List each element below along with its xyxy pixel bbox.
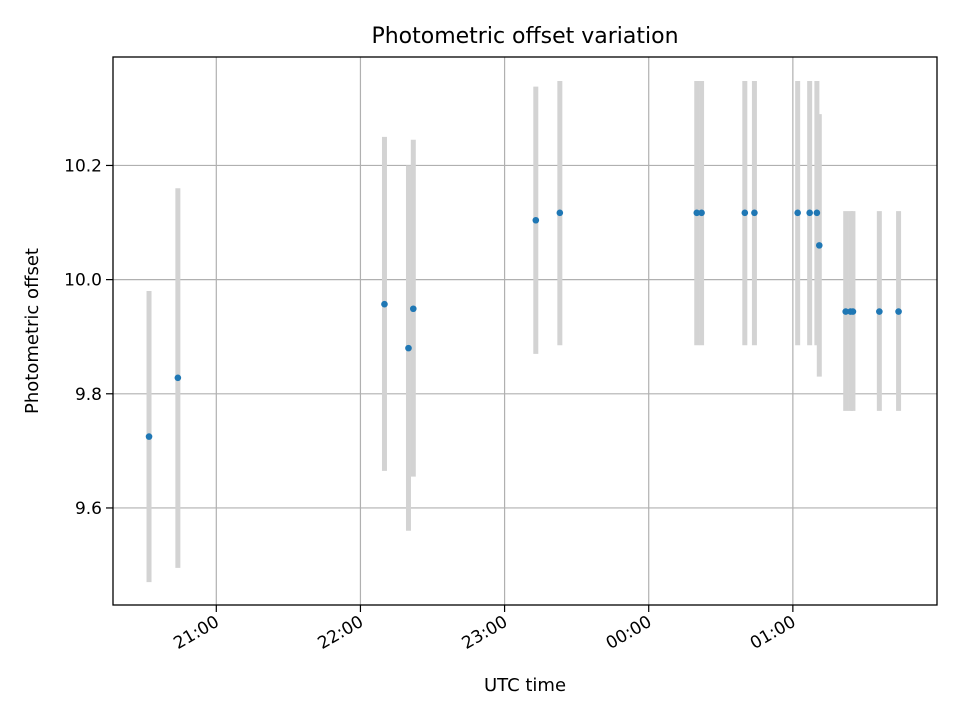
y-axis-ticks: 9.6 9.8 10.0 10.2 bbox=[64, 156, 113, 519]
data-point bbox=[532, 216, 540, 224]
data-point bbox=[815, 242, 823, 249]
data-point bbox=[693, 209, 701, 217]
x-axis-label: UTC time bbox=[484, 675, 566, 696]
data-point bbox=[698, 209, 705, 217]
data-point bbox=[895, 308, 902, 315]
data-point bbox=[849, 308, 857, 315]
y-tick-label: 10.0 bbox=[64, 271, 102, 291]
data-point bbox=[794, 209, 801, 217]
plot-frame bbox=[112, 56, 938, 606]
grid bbox=[113, 57, 937, 605]
data-point bbox=[405, 344, 412, 352]
y-tick-label: 9.6 bbox=[75, 499, 102, 519]
data-point bbox=[751, 209, 758, 217]
data-points bbox=[145, 209, 902, 440]
data-point bbox=[145, 433, 153, 440]
data-point bbox=[174, 374, 182, 382]
data-point bbox=[842, 308, 850, 315]
data-point bbox=[556, 209, 564, 217]
data-point bbox=[409, 305, 417, 313]
data-point bbox=[806, 209, 813, 217]
data-point bbox=[876, 308, 883, 315]
data-point bbox=[741, 209, 749, 217]
data-point bbox=[381, 300, 388, 308]
data-point bbox=[813, 209, 821, 217]
y-tick-label: 10.2 bbox=[64, 156, 102, 176]
chart-title: Photometric offset variation bbox=[371, 24, 678, 49]
y-tick-label: 9.8 bbox=[75, 385, 102, 405]
y-axis-label: Photometric offset bbox=[22, 248, 43, 414]
